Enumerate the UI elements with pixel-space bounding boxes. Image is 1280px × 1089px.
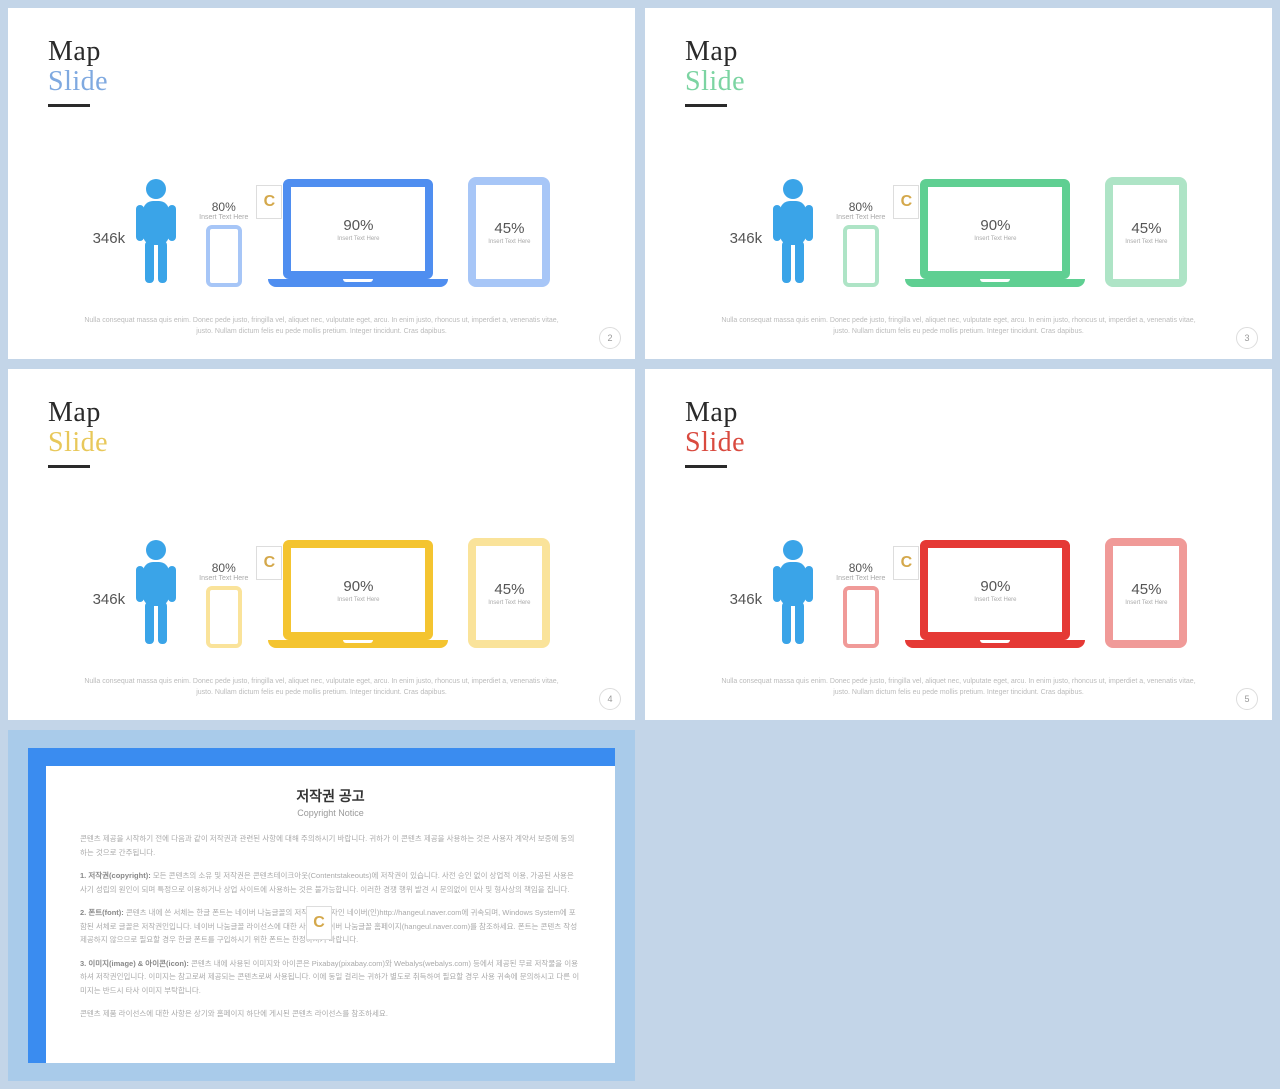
- slide-title-2: Slide: [685, 66, 1232, 98]
- slide-title-1: Map: [685, 397, 1232, 429]
- person-icon: [770, 177, 816, 287]
- phone-pct: 80%: [212, 561, 236, 575]
- infographic-row: 346k 80% Insert Text Here C 90% Insert T…: [685, 498, 1232, 648]
- copyright-p1: 콘텐츠 제공을 시작하기 전에 다음과 같이 저작권과 관련된 사항에 대해 주…: [80, 832, 581, 859]
- title-underline: [685, 465, 727, 468]
- phone-pct: 80%: [849, 200, 873, 214]
- footer-text: Nulla consequat massa quis enim. Donec p…: [48, 315, 595, 337]
- laptop-item: C 90% Insert Text Here: [905, 540, 1085, 648]
- laptop-sub: Insert Text Here: [337, 597, 379, 603]
- laptop-pct: 90%: [343, 578, 373, 595]
- title-underline: [48, 465, 90, 468]
- slide-title-2: Slide: [48, 427, 595, 459]
- infographic-row: 346k 80% Insert Text Here C 90% Insert T…: [685, 137, 1232, 287]
- laptop-item: C 90% Insert Text Here: [268, 540, 448, 648]
- phone-pct: 80%: [849, 561, 873, 575]
- phone-item: 80% Insert Text Here: [199, 200, 248, 287]
- watermark-icon: C: [306, 906, 332, 940]
- laptop-pct: 90%: [980, 578, 1010, 595]
- copyright-subtitle: Copyright Notice: [80, 808, 581, 818]
- laptop-item: C 90% Insert Text Here: [905, 179, 1085, 287]
- laptop-sub: Insert Text Here: [337, 236, 379, 242]
- tablet-item: 45% Insert Text Here: [468, 177, 550, 287]
- copyright-title: 저작권 공고: [80, 786, 581, 806]
- laptop-sub: Insert Text Here: [974, 236, 1016, 242]
- person-group: 346k: [93, 177, 180, 287]
- slide-3: Map Slide 346k 80% Insert Text Here C: [645, 8, 1272, 359]
- tablet-item: 45% Insert Text Here: [1105, 177, 1187, 287]
- copyright-p5: 콘텐츠 제품 라이선스에 대한 사항은 상기와 홈페이지 하단에 게시된 콘텐츠…: [80, 1007, 581, 1021]
- phone-sub: Insert Text Here: [836, 575, 885, 582]
- page-number: 3: [1236, 327, 1258, 349]
- laptop-pct: 90%: [343, 217, 373, 234]
- copyright-p2: 1. 저작권(copyright): 모든 콘텐츠의 소유 및 저작권은 콘텐츠…: [80, 869, 581, 896]
- slide-title-2: Slide: [685, 427, 1232, 459]
- tablet-sub: Insert Text Here: [1125, 239, 1167, 245]
- phone-icon: [206, 225, 242, 287]
- person-value: 346k: [93, 591, 126, 608]
- phone-icon: [206, 586, 242, 648]
- slide-5: Map Slide 346k 80% Insert Text Here C: [645, 369, 1272, 720]
- tablet-icon: 45% Insert Text Here: [1105, 538, 1187, 648]
- page-number: 5: [1236, 688, 1258, 710]
- phone-sub: Insert Text Here: [836, 214, 885, 221]
- empty-cell: [645, 730, 1272, 1081]
- infographic-row: 346k 80% Insert Text Here C 90% Insert T…: [48, 137, 595, 287]
- tablet-sub: Insert Text Here: [1125, 600, 1167, 606]
- slide-title-2: Slide: [48, 66, 595, 98]
- page-number: 4: [599, 688, 621, 710]
- copyright-panel: 저작권 공고 Copyright Notice 콘텐츠 제공을 시작하기 전에 …: [28, 748, 615, 1063]
- page-number: 2: [599, 327, 621, 349]
- title-underline: [48, 104, 90, 107]
- laptop-pct: 90%: [980, 217, 1010, 234]
- tablet-item: 45% Insert Text Here: [1105, 538, 1187, 648]
- laptop-icon: 90% Insert Text Here: [905, 540, 1085, 648]
- tablet-pct: 45%: [494, 220, 524, 237]
- laptop-item: C 90% Insert Text Here: [268, 179, 448, 287]
- tablet-pct: 45%: [1131, 220, 1161, 237]
- phone-sub: Insert Text Here: [199, 214, 248, 221]
- phone-icon: [843, 225, 879, 287]
- tablet-icon: 45% Insert Text Here: [1105, 177, 1187, 287]
- phone-item: 80% Insert Text Here: [836, 200, 885, 287]
- tablet-item: 45% Insert Text Here: [468, 538, 550, 648]
- footer-text: Nulla consequat massa quis enim. Donec p…: [48, 676, 595, 698]
- laptop-sub: Insert Text Here: [974, 597, 1016, 603]
- person-group: 346k: [730, 538, 817, 648]
- person-group: 346k: [730, 177, 817, 287]
- slide-title-1: Map: [48, 397, 595, 429]
- title-underline: [685, 104, 727, 107]
- tablet-icon: 45% Insert Text Here: [468, 538, 550, 648]
- person-group: 346k: [93, 538, 180, 648]
- phone-item: 80% Insert Text Here: [199, 561, 248, 648]
- slide-2: Map Slide 346k 80% Insert Text Here C: [8, 8, 635, 359]
- person-icon: [770, 538, 816, 648]
- slide-grid: Map Slide 346k 80% Insert Text Here C: [8, 8, 1272, 1081]
- phone-item: 80% Insert Text Here: [836, 561, 885, 648]
- phone-sub: Insert Text Here: [199, 575, 248, 582]
- laptop-icon: 90% Insert Text Here: [268, 179, 448, 287]
- person-value: 346k: [730, 591, 763, 608]
- person-value: 346k: [730, 230, 763, 247]
- copyright-p4: 3. 이미지(image) & 아이콘(icon): 콘텐츠 내에 사용된 이미…: [80, 957, 581, 998]
- tablet-pct: 45%: [1131, 581, 1161, 598]
- person-icon: [133, 538, 179, 648]
- tablet-sub: Insert Text Here: [488, 600, 530, 606]
- laptop-icon: 90% Insert Text Here: [905, 179, 1085, 287]
- slide-copyright: 저작권 공고 Copyright Notice 콘텐츠 제공을 시작하기 전에 …: [8, 730, 635, 1081]
- phone-icon: [843, 586, 879, 648]
- slide-4: Map Slide 346k 80% Insert Text Here C: [8, 369, 635, 720]
- tablet-icon: 45% Insert Text Here: [468, 177, 550, 287]
- laptop-icon: 90% Insert Text Here: [268, 540, 448, 648]
- person-icon: [133, 177, 179, 287]
- footer-text: Nulla consequat massa quis enim. Donec p…: [685, 315, 1232, 337]
- phone-pct: 80%: [212, 200, 236, 214]
- infographic-row: 346k 80% Insert Text Here C 90% Insert T…: [48, 498, 595, 648]
- slide-title-1: Map: [685, 36, 1232, 68]
- person-value: 346k: [93, 230, 126, 247]
- footer-text: Nulla consequat massa quis enim. Donec p…: [685, 676, 1232, 698]
- slide-title-1: Map: [48, 36, 595, 68]
- tablet-pct: 45%: [494, 581, 524, 598]
- tablet-sub: Insert Text Here: [488, 239, 530, 245]
